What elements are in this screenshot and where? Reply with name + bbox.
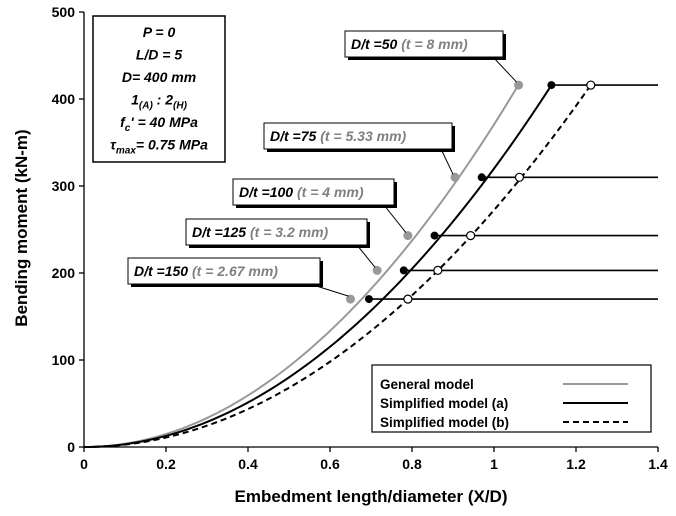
simplified-b-point	[466, 230, 476, 241]
plateaus	[368, 84, 658, 300]
curves	[83, 84, 592, 448]
parameter-box: P = 0 L/D = 5 D= 400 mm 1(A) : 2(H)fc' = 40…	[92, 15, 226, 163]
legend-label: Simplified model (a)	[380, 396, 508, 411]
simplified-a-point	[547, 81, 556, 90]
axes: 0 100 200 300 400 500 0 0.2 0.4 0.6 0.8 1 1.2 1.4	[52, 4, 668, 472]
callout-label: D/t =75 (t = 5.33 mm)	[270, 128, 407, 144]
callout-box	[232, 178, 395, 206]
callout-label: D/t =50 (t = 8 mm)	[351, 36, 468, 52]
markers	[346, 80, 596, 304]
x-axis-title: Embedment length/diameter (X/D)	[235, 487, 508, 506]
x-tick-label: 0.2	[156, 456, 176, 472]
legend-label: Simplified model (b)	[380, 415, 509, 430]
callout-label: D/t =150 (t = 2.67 mm)	[134, 263, 278, 279]
simplified-a-point	[477, 173, 486, 182]
general-model-point	[403, 231, 413, 241]
simplified-a-point	[399, 266, 408, 275]
x-tick-label: 1.4	[648, 456, 668, 472]
x-tick-label: 0.6	[320, 456, 340, 472]
series-line-2	[83, 84, 553, 448]
parameter-line: 1(A) : 2(H)	[131, 92, 187, 112]
callout-leader	[356, 244, 376, 268]
parameter-line: D= 400 mm	[122, 69, 196, 85]
callout-leader	[383, 204, 407, 233]
legend-frame	[371, 364, 652, 433]
general-model-point	[346, 294, 355, 304]
callout-box	[185, 218, 368, 246]
y-axis-title: Bending moment (kN-m)	[12, 129, 31, 326]
callout-box	[263, 122, 453, 150]
parameter-line: L/D = 5	[136, 47, 183, 63]
simplified-a-point	[364, 295, 373, 304]
series-line-1	[83, 84, 520, 448]
general-model-point	[514, 80, 524, 90]
x-tick-label: 0.8	[402, 456, 422, 472]
legend-label: General model	[380, 377, 474, 392]
simplified-a-point	[430, 231, 439, 240]
callout-label: D/t =125 (t = 3.2 mm)	[192, 224, 329, 240]
callout-box	[344, 30, 504, 58]
parameter-box-frame	[92, 15, 226, 163]
simplified-b-point	[514, 172, 525, 182]
general-model-point	[372, 265, 382, 275]
parameter-line: fc' = 40 MPa	[120, 114, 198, 134]
parameter-line: τmax= 0.75 MPa	[110, 137, 208, 157]
x-tick-label: 0.4	[238, 456, 258, 472]
simplified-b-point	[403, 294, 413, 304]
callout-leader	[440, 148, 454, 175]
parameter-line: P = 0	[143, 24, 176, 40]
y-tick-label: 200	[52, 265, 76, 281]
callout-box	[127, 257, 321, 285]
y-tick-label: 100	[52, 352, 76, 368]
annotations: D/t =50 (t = 8 mm) D/t =75 (t = 5.33 mm) D…	[127, 30, 517, 297]
callout-leader	[492, 56, 517, 83]
x-tick-label: 1.2	[566, 456, 586, 472]
legend: General model Simplified model (a) Simplif…	[371, 364, 652, 433]
simplified-b-point	[433, 265, 443, 275]
callout-label: D/t =100 (t = 4 mm)	[239, 184, 364, 200]
y-tick-label: 400	[52, 91, 76, 107]
y-tick-label: 300	[52, 178, 76, 194]
general-model-point	[450, 172, 460, 182]
x-tick-label: 1	[490, 456, 498, 472]
y-tick-label: 0	[67, 439, 75, 455]
x-tick-label: 0	[80, 456, 88, 472]
y-tick-label: 500	[52, 4, 76, 20]
simplified-b-point	[586, 80, 596, 90]
series-line-3	[83, 84, 592, 448]
